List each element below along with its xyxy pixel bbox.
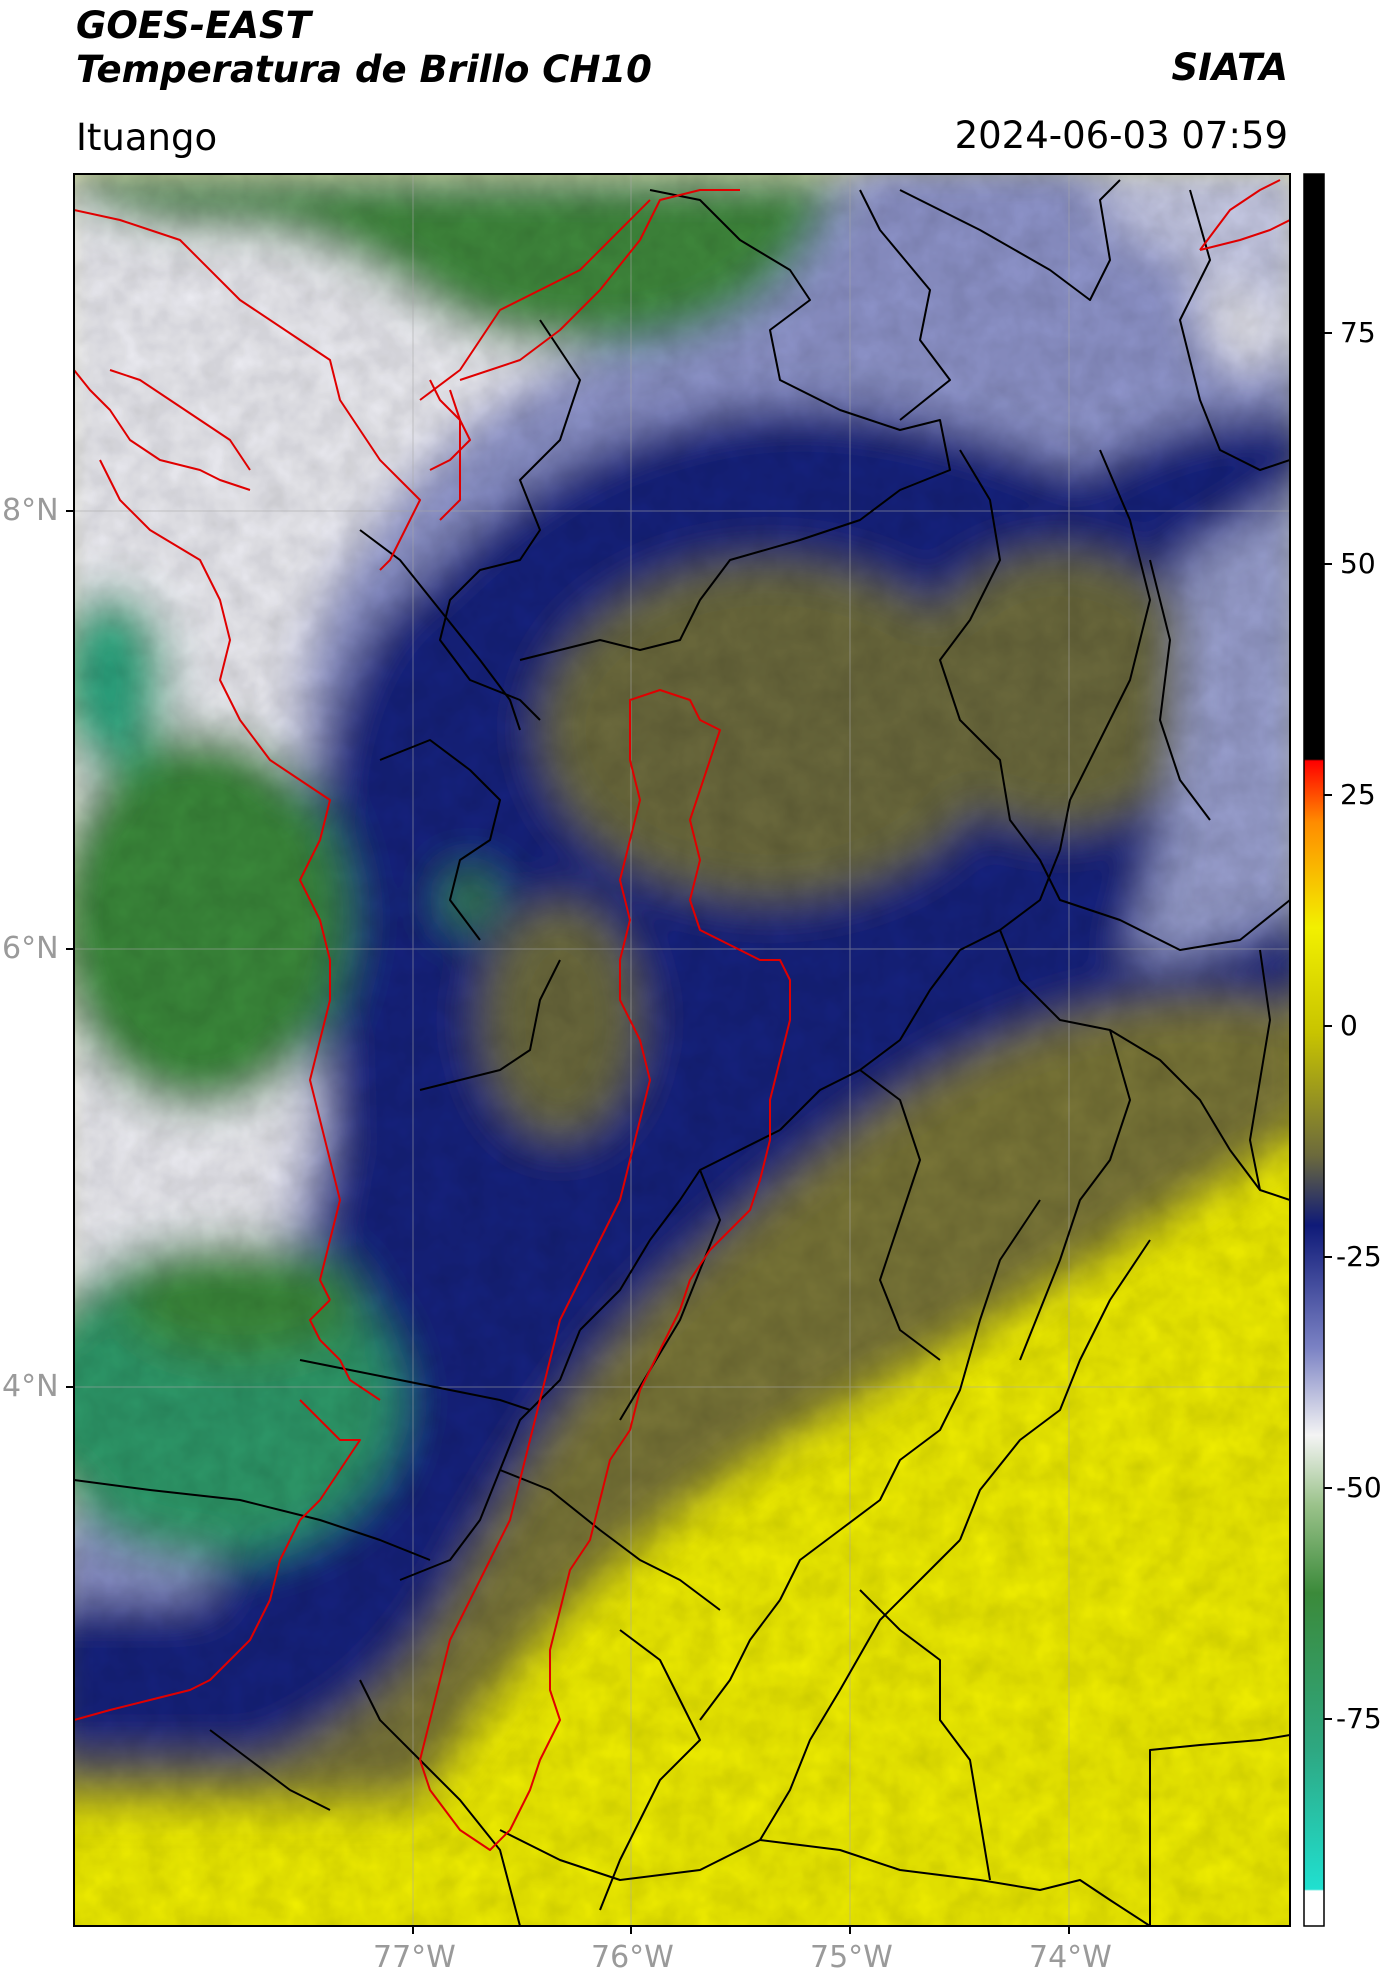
lat-label-8n: 8°N xyxy=(2,493,59,528)
colorbar-label-0: 0 xyxy=(1340,1009,1358,1042)
colorbar-label-minus75: -75 xyxy=(1336,1702,1382,1735)
region-borders xyxy=(74,179,1290,1851)
colorbar-label-50: 50 xyxy=(1340,547,1376,580)
timestamp-label: 2024-06-03 07:59 xyxy=(954,114,1288,157)
colorbar-label-minus25: -25 xyxy=(1336,1240,1382,1273)
lon-label-74w: 74°W xyxy=(1029,1940,1112,1975)
lat-label-6n: 6°N xyxy=(2,931,59,966)
axis-ticks xyxy=(66,510,1070,1934)
lon-label-77w: 77°W xyxy=(373,1940,456,1975)
department-borders xyxy=(74,179,1290,1926)
brand-label: SIATA xyxy=(1171,46,1288,89)
colorbar xyxy=(1303,173,1325,1927)
colorbar-ticks xyxy=(1324,332,1332,1720)
satellite-title: GOES-EAST xyxy=(76,4,311,47)
colorbar-label-25: 25 xyxy=(1340,778,1376,811)
lon-label-76w: 76°W xyxy=(591,1940,674,1975)
lon-label-75w: 75°W xyxy=(810,1940,893,1975)
graticule xyxy=(74,174,1290,1926)
title-block: GOES-EAST Temperatura de Brillo CH10 xyxy=(76,4,652,92)
map-panel xyxy=(74,174,1290,1926)
colorbar-label-75: 75 xyxy=(1340,316,1376,349)
lat-label-4n: 4°N xyxy=(2,1369,59,1404)
location-label: Ituango xyxy=(76,116,218,159)
colorbar-label-minus50: -50 xyxy=(1336,1471,1382,1504)
map-frame xyxy=(73,173,1291,1927)
product-title: Temperatura de Brillo CH10 xyxy=(76,48,652,91)
